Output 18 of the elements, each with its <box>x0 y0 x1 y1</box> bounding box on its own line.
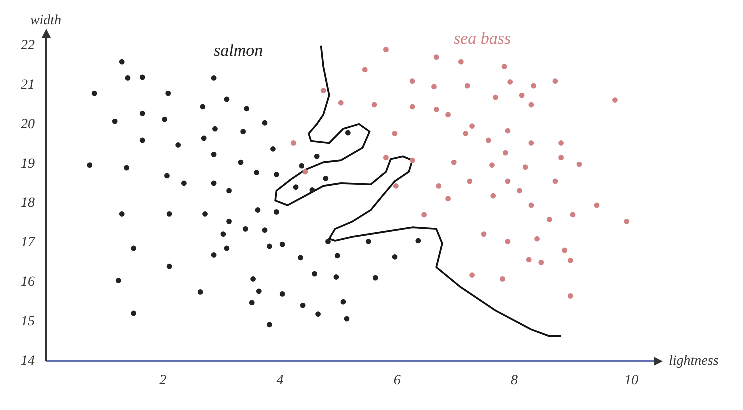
y-tick-label: 16 <box>21 275 35 290</box>
series-label: sea bass <box>454 28 512 48</box>
y-tick-label: 14 <box>21 354 35 369</box>
y-tick-label: 17 <box>21 236 36 251</box>
y-tick-label: 21 <box>21 78 35 93</box>
x-tick-label: 6 <box>394 373 401 388</box>
x-tick-label: 4 <box>276 373 284 388</box>
x-tick-label: 2 <box>160 373 167 388</box>
y-tick-label: 18 <box>21 196 35 212</box>
series-label: salmon <box>214 41 264 60</box>
y-axis-title: width <box>30 14 62 29</box>
y-tick-label: 15 <box>21 314 35 330</box>
x-tick-label: 10 <box>624 373 639 388</box>
y-tick-label: 19 <box>21 156 35 172</box>
y-tick-label: 22 <box>21 38 35 54</box>
x-tick-label: 8 <box>510 373 518 388</box>
x-axis-title: lightness <box>669 354 720 369</box>
y-tick-label: 20 <box>21 117 35 132</box>
